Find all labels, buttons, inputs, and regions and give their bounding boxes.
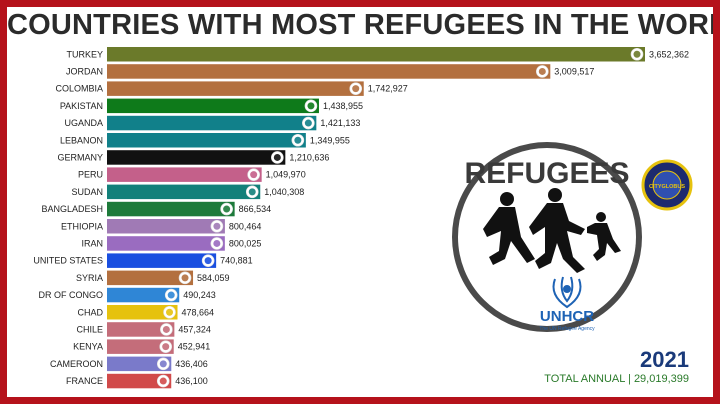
refugees-emblem: REFUGEES UNHCR T bbox=[452, 142, 642, 332]
bar bbox=[107, 253, 217, 268]
bar bbox=[107, 167, 262, 182]
flag-center bbox=[294, 136, 302, 144]
flag-center bbox=[223, 205, 231, 213]
value-label: 436,406 bbox=[175, 359, 208, 369]
category-label: SUDAN bbox=[71, 187, 103, 197]
value-label: 490,243 bbox=[183, 290, 216, 300]
category-label: UNITED STATES bbox=[33, 256, 103, 266]
bar bbox=[107, 356, 172, 372]
running-family-icon bbox=[483, 188, 621, 273]
emblem-agency: UNHCR bbox=[540, 308, 594, 325]
chart-panel: COUNTRIES WITH MOST REFUGEES IN THE WORL… bbox=[7, 7, 713, 397]
category-label: JORDAN bbox=[66, 66, 103, 76]
flag-center bbox=[352, 85, 360, 93]
total-annual-label: TOTAL ANNUAL | 29,019,399 bbox=[544, 373, 689, 385]
flag-center bbox=[181, 274, 189, 282]
bar bbox=[107, 201, 235, 217]
category-label: CHILE bbox=[76, 324, 103, 334]
cityglobus-badge: CITYGLOBUS bbox=[641, 159, 693, 211]
emblem-word: REFUGEES bbox=[464, 157, 629, 190]
category-label: BANGLADESH bbox=[41, 204, 103, 214]
value-label: 800,025 bbox=[229, 238, 262, 248]
value-label: 1,742,927 bbox=[368, 84, 408, 94]
value-label: 3,652,362 bbox=[649, 49, 689, 59]
bar bbox=[107, 236, 225, 251]
flag-center bbox=[162, 325, 170, 333]
category-label: CAMEROON bbox=[50, 359, 103, 369]
category-label: CHAD bbox=[77, 307, 103, 317]
value-label: 452,941 bbox=[178, 342, 211, 352]
value-label: 1,210,636 bbox=[289, 152, 329, 162]
bar bbox=[107, 64, 551, 79]
bar bbox=[107, 270, 194, 286]
value-label: 3,009,517 bbox=[554, 66, 594, 76]
flag-center bbox=[538, 67, 546, 75]
flag-center bbox=[307, 102, 315, 110]
value-label: 584,059 bbox=[197, 273, 230, 283]
bars-layer: TURKEY 3,652,362 JORDAN 3,009,517 COLOMBIA 1,… bbox=[33, 47, 689, 389]
flag-center bbox=[213, 222, 221, 230]
bar bbox=[107, 115, 317, 131]
flag-center bbox=[250, 171, 258, 179]
bar bbox=[107, 47, 645, 62]
category-label: FRANCE bbox=[66, 376, 103, 386]
bar bbox=[107, 339, 174, 354]
category-label: UGANDA bbox=[64, 118, 103, 128]
value-label: 478,664 bbox=[182, 307, 215, 317]
value-label: 457,324 bbox=[178, 324, 211, 334]
flag-center bbox=[273, 153, 281, 161]
category-label: COLOMBIA bbox=[55, 84, 103, 94]
bar bbox=[107, 287, 180, 303]
value-label: 1,421,133 bbox=[320, 118, 360, 128]
value-label: 800,464 bbox=[229, 221, 262, 231]
category-label: IRAN bbox=[81, 238, 103, 248]
flag-center bbox=[633, 50, 641, 58]
value-label: 740,881 bbox=[220, 256, 253, 266]
flag-center bbox=[304, 119, 312, 127]
category-label: GERMANY bbox=[57, 152, 103, 162]
flag-center bbox=[159, 360, 167, 368]
emblem-agency-sub: The UN Refugee Agency bbox=[539, 326, 595, 332]
bar bbox=[107, 322, 175, 337]
flag-center bbox=[166, 308, 174, 316]
value-label: 1,049,970 bbox=[266, 170, 306, 180]
value-label: 1,349,955 bbox=[310, 135, 350, 145]
flag-center bbox=[167, 291, 175, 299]
badge-text: CITYGLOBUS bbox=[649, 184, 685, 190]
bar bbox=[107, 305, 178, 320]
bar bbox=[107, 373, 172, 389]
bar bbox=[107, 98, 319, 114]
bar bbox=[107, 133, 306, 148]
category-label: SYRIA bbox=[76, 273, 103, 283]
flag-center bbox=[213, 239, 221, 247]
flag-center bbox=[248, 188, 256, 196]
year-label: 2021 bbox=[640, 347, 689, 372]
category-label: LEBANON bbox=[60, 135, 103, 145]
category-label: TURKEY bbox=[66, 49, 103, 59]
bar bbox=[107, 219, 225, 234]
category-label: PERU bbox=[78, 170, 103, 180]
chart-title: COUNTRIES WITH MOST REFUGEES IN THE WORL… bbox=[7, 9, 713, 41]
category-label: PAKISTAN bbox=[60, 101, 103, 111]
value-label: 1,438,955 bbox=[323, 101, 363, 111]
flag-center bbox=[204, 257, 212, 265]
flag-center bbox=[159, 377, 167, 385]
value-label: 1,040,308 bbox=[264, 187, 304, 197]
category-label: ETHIOPIA bbox=[61, 221, 103, 231]
bar bbox=[107, 81, 364, 96]
value-label: 436,100 bbox=[175, 376, 208, 386]
bar-chart: TURKEY 3,652,362 JORDAN 3,009,517 COLOMBIA 1,… bbox=[33, 47, 693, 389]
flag-center bbox=[162, 343, 170, 351]
bar bbox=[107, 150, 286, 165]
category-label: DR OF CONGO bbox=[39, 290, 104, 300]
category-label: KENYA bbox=[73, 342, 103, 352]
unhcr-logo-icon bbox=[552, 276, 582, 309]
bar bbox=[107, 184, 261, 200]
value-label: 866,534 bbox=[239, 204, 272, 214]
